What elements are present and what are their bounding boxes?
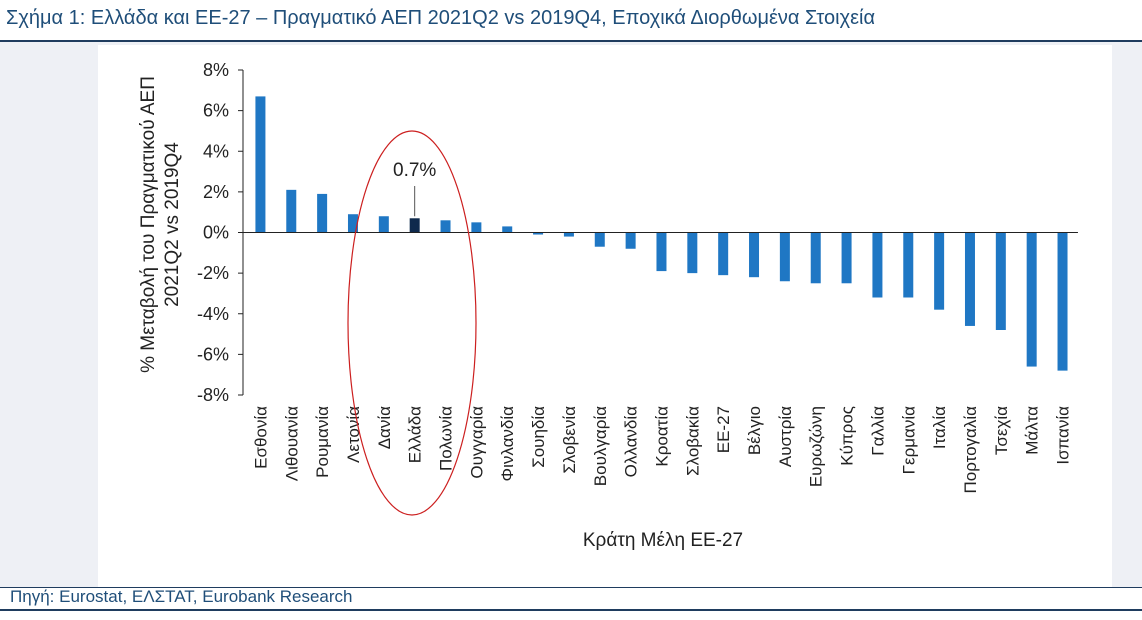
x-tick-label-21: Γαλλία (868, 406, 887, 456)
x-tick-label-6: Ελλάδα (406, 406, 425, 463)
y-tick-label-7: -4% (197, 304, 229, 324)
x-tick-label-14: Κροατία (652, 406, 671, 467)
x-tick-label-16: ΕΕ-27 (714, 406, 733, 453)
x-axis-label: Κράτη Μέλη ΕΕ-27 (583, 530, 743, 551)
bar-13 (625, 232, 636, 249)
bars-group (255, 96, 1068, 371)
x-tick-label-3: Ρουμανία (313, 406, 332, 478)
x-tick-label-18: Αυστρία (776, 406, 795, 467)
bar-8 (471, 222, 482, 233)
x-tick-label-22: Γερμανία (899, 406, 918, 475)
bar-11 (563, 232, 574, 237)
x-tick-label-27: Ισπανία (1054, 406, 1073, 465)
annotation-label: 0.7% (393, 160, 436, 181)
bar-19 (810, 232, 821, 284)
bar-25 (995, 232, 1006, 330)
x-tick-label-1: Εσθονία (251, 406, 270, 469)
x-tick-label-17: Βέλγιο (745, 406, 764, 455)
y-tick-label-9: -8% (197, 385, 229, 405)
x-tick-label-15: Σλοβακία (683, 406, 702, 476)
x-tick-label-10: Σουηδία (529, 406, 548, 468)
x-tick-label-5: Δανία (375, 406, 394, 449)
bar-10 (533, 232, 544, 235)
bar-12 (594, 232, 605, 247)
y-tick-label-5: 0% (203, 223, 229, 243)
x-tick-label-9: Φινλανδία (498, 406, 517, 482)
bar-3 (317, 193, 328, 233)
bar-27 (1057, 232, 1068, 371)
bar-6 (409, 218, 420, 233)
bar-21 (872, 232, 883, 298)
bottom-rule-lower (0, 609, 1142, 611)
x-tick-label-8: Ουγγαρία (467, 406, 486, 479)
x-tick-label-2: Λιθουανία (282, 406, 301, 481)
x-tick-label-26: Μάλτα (1023, 406, 1042, 455)
figure-title: Σχήμα 1: Ελλάδα και ΕΕ-27 – Πραγματικό Α… (6, 7, 876, 29)
x-tick-label-13: Ολλανδία (622, 406, 641, 478)
y-tick-label-8: -6% (197, 344, 229, 364)
bar-14 (656, 232, 667, 272)
x-tick-label-11: Σλοβενία (560, 406, 579, 474)
x-tick-label-23: Ιταλία (930, 406, 949, 449)
bar-20 (841, 232, 852, 284)
y-ticks-group: 8% 6% 4% 2% 0% -2% -4% -6% -8% (197, 60, 243, 405)
bar-4 (347, 214, 358, 233)
y-tick-label-4: 2% (203, 182, 229, 202)
bar-5 (378, 216, 389, 233)
bar-24 (964, 232, 975, 326)
x-tick-label-7: Πολωνία (437, 406, 456, 471)
bottom-rule-upper (0, 587, 1142, 588)
source-note: Πηγή: Eurostat, ΕΛΣΤΑΤ, Eurobank Researc… (10, 587, 353, 606)
bar-18 (779, 232, 790, 282)
y-tick-label-6: -2% (197, 263, 229, 283)
bar-16 (718, 232, 729, 276)
bar-17 (749, 232, 760, 278)
bar-15 (687, 232, 698, 274)
bar-9 (502, 226, 513, 233)
bar-2 (286, 189, 297, 233)
y-tick-label-2: 6% (203, 101, 229, 121)
y-tick-label-1: 8% (203, 60, 229, 80)
x-tick-label-4: Λετονία (344, 406, 363, 463)
x-tick-label-19: Ευρωζώνη (807, 406, 826, 487)
x-labels-group: Εσθονία Λιθουανία Ρουμανία Λετονία Δανία Ελλά… (251, 406, 1072, 494)
x-tick-label-25: Τσεχία (992, 406, 1011, 455)
x-tick-label-12: Βουλγαρία (591, 406, 610, 486)
plot-area (98, 45, 1112, 587)
bar-22 (903, 232, 914, 298)
highlight-ellipse (347, 130, 477, 516)
bar-23 (934, 232, 945, 310)
y-tick-label-3: 4% (203, 141, 229, 161)
bar-26 (1026, 232, 1037, 367)
x-tick-label-24: Πορτογαλία (961, 406, 980, 494)
bar-7 (440, 220, 451, 233)
y-axis-label-line-1: % Μεταβολή του Πραγματικού ΑΕΠ (138, 76, 159, 373)
x-tick-label-20: Κύπρος (838, 406, 857, 466)
top-rule (0, 40, 1142, 42)
bar-1 (255, 96, 266, 233)
y-axis-label-line-2: 2021Q2 vs 2019Q4 (162, 142, 183, 307)
